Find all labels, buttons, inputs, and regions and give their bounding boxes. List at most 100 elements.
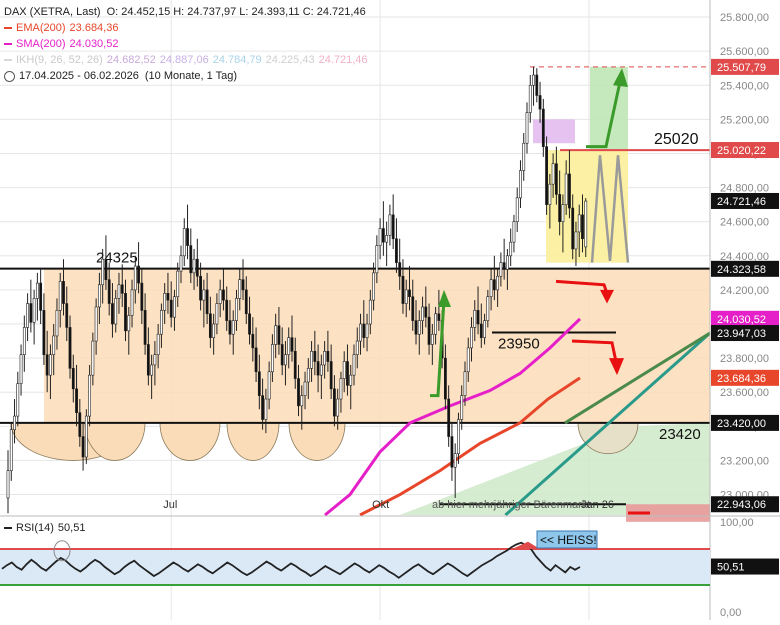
candle-body-38 [130,289,134,316]
candle-body-160 [528,84,532,113]
legend-period: 17.04.2025 - 06.02.2026 [19,70,139,82]
candle-body-143 [473,310,477,328]
candle-body-141 [466,347,470,373]
candle-body-17 [62,281,65,304]
candle-body-166 [548,183,552,205]
price-tick-5: 24.800,00 [720,183,769,195]
price-tag-bg-2 [711,192,779,209]
candle-body-58 [195,258,199,277]
rsi-legend-value: 50,51 [57,522,86,534]
candle-body-55 [186,228,189,246]
legend-ikh-v5: 24.721,46 [318,54,368,66]
legend-ikh-label: IKH(9, 26, 52, 26) [16,54,103,66]
candle-body-83 [277,325,281,345]
price-tag-bg-0 [711,58,779,75]
ema-swatch [4,27,12,29]
legend-period-row: 17.04.2025 - 06.02.2026 (10 Monate, 1 Ta… [4,68,368,84]
candle-body-5 [22,327,26,356]
candle-body-12 [45,354,49,376]
candle-body-150 [496,275,500,291]
candle-body-93 [310,350,313,369]
candle-body-54 [182,228,186,257]
candle-body-16 [58,281,62,311]
candle-body-64 [215,303,219,325]
candle-body-6 [26,303,29,328]
candle-body-34 [117,284,121,299]
candle-body-149 [492,279,496,291]
candle-body-169 [558,194,562,222]
price-tag-bg-3 [711,260,779,277]
price-tick-1: 25.600,00 [720,46,769,58]
candle-body-49 [166,293,170,301]
price-tag-5: 23.947,03 [717,328,766,340]
candle-body-88 [293,350,297,379]
rsi-overbought-fill [512,541,540,549]
candle-body-47 [160,310,163,335]
candle-body-139 [460,395,464,420]
candle-body-10 [39,282,43,311]
candle-body-25 [88,374,92,417]
ema200-line [359,376,581,517]
candle-body-24 [84,415,88,458]
legend-ikh-v1: 24.682,52 [106,54,156,66]
candle-body-57 [192,258,196,274]
bear-box [626,504,710,522]
candle-body-97 [323,350,327,366]
candle-body-33 [114,298,118,325]
clock-icon [4,70,15,82]
candle-body-41 [140,282,144,311]
candle-body-45 [153,354,157,366]
x-tick-2: Jan 26 [581,499,614,511]
legend-ema-row: EMA(200) 23.684,36 [4,20,368,36]
candle-body-152 [502,262,506,270]
candle-body-163 [538,95,542,110]
candle-body-40 [137,265,140,284]
candle-body-1 [9,429,13,471]
candle-body-0 [6,470,10,499]
ikh-swatch [4,59,12,61]
candle-body-3 [16,383,20,417]
candle-body-59 [199,275,202,301]
legend-ikh-v3: 24.784,79 [212,54,262,66]
candle-body-48 [163,293,167,311]
candle-body-103 [342,361,346,379]
candle-body-155 [512,221,516,243]
arc-1 [84,422,146,461]
price-tag-bg-4 [711,310,779,327]
candle-body-110 [365,323,369,338]
candle-body-173 [571,207,575,250]
candle-body-94 [313,350,317,362]
candle-body-118 [391,214,395,240]
candle-body-85 [284,354,287,366]
candle-body-165 [545,146,548,205]
candle-body-105 [349,374,353,386]
arrow-head-green-1 [438,289,451,307]
candle-body-75 [251,333,255,349]
candle-body-96 [319,364,323,376]
rsi-swatch [4,527,12,529]
arc-4 [288,422,346,461]
price-tick-11: 23.600,00 [720,387,769,399]
arrow-head-green-2 [613,68,628,87]
candle-body-129 [427,316,431,345]
candle-body-82 [274,325,278,345]
candle-body-56 [189,245,193,274]
candle-body-66 [222,289,225,301]
rsi-line [1,541,581,579]
price-tick-7: 24.400,00 [720,251,769,263]
candle-body-46 [156,333,160,356]
price-tag-bg-5 [711,325,779,342]
candle-body-71 [238,279,242,299]
candle-body-151 [499,262,503,277]
candle-body-60 [202,289,206,301]
candle-body-2 [13,415,16,431]
legend-ohlc: O: 24.452,15 H: 24.737,97 L: 24.393,11 C… [106,6,366,18]
price-tag-6: 23.684,36 [717,373,766,385]
candle-body-144 [476,310,480,325]
heiss-label: << HEISS! [540,533,597,547]
candle-body-76 [254,347,258,373]
legend-ikh-v2: 24.887,06 [159,54,209,66]
candle-body-124 [411,296,415,321]
price-tag-0: 25.507,79 [717,62,766,74]
